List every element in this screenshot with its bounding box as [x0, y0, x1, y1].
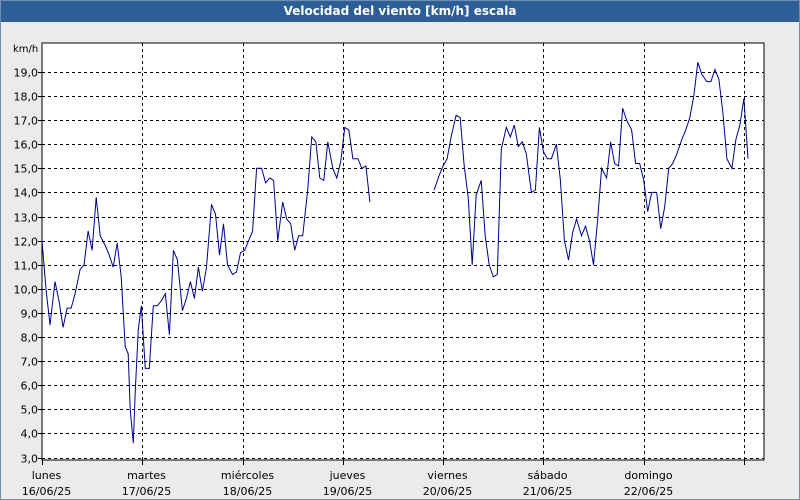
series-line-segment — [41, 126, 371, 444]
x-tick-date-label: 18/06/25 — [223, 485, 272, 498]
y-tick-label: 7,0 — [21, 356, 39, 369]
x-tick-date-label: 16/06/25 — [22, 485, 71, 498]
y-tick-label: 11,0 — [14, 260, 39, 273]
x-tick-date-label: 22/06/25 — [624, 485, 673, 498]
plot-area — [41, 42, 765, 461]
series-line-segment — [433, 62, 749, 278]
y-tick-label: 19,0 — [14, 67, 39, 80]
x-tick-day-label: martes — [127, 469, 166, 482]
y-tick-label: 13,0 — [14, 212, 39, 225]
x-tick-day-label: viernes — [427, 469, 467, 482]
x-tick-date-label: 20/06/25 — [423, 485, 472, 498]
y-tick-label: 8,0 — [21, 332, 39, 345]
x-tick-day-label: domingo — [624, 469, 672, 482]
y-axis-unit-label: km/h — [13, 44, 38, 55]
y-tick-label: 15,0 — [14, 163, 39, 176]
y-tick-label: 10,0 — [14, 284, 39, 297]
chart-title: Velocidad del viento [km/h] escala — [1, 1, 799, 22]
y-tick-label: 16,0 — [14, 139, 39, 152]
y-tick-label: 4,0 — [21, 428, 39, 441]
x-tick-date-label: 21/06/25 — [523, 485, 572, 498]
y-tick-label: 5,0 — [21, 404, 39, 417]
y-tick-label: 17,0 — [14, 115, 39, 128]
y-tick-label: 3,0 — [21, 453, 39, 466]
x-tick-day-label: lunes — [32, 469, 62, 482]
x-tick-date-label: 17/06/25 — [122, 485, 171, 498]
x-tick-date-label: 19/06/25 — [323, 485, 372, 498]
x-tick-day-label: jueves — [329, 469, 366, 482]
y-tick-label: 9,0 — [21, 308, 39, 321]
y-tick-label: 14,0 — [14, 187, 39, 200]
y-tick-label: 12,0 — [14, 236, 39, 249]
y-tick-label: 18,0 — [14, 91, 39, 104]
y-tick-label: 6,0 — [21, 380, 39, 393]
x-tick-day-label: miércoles — [221, 469, 274, 482]
x-tick-day-label: sábado — [528, 469, 568, 482]
